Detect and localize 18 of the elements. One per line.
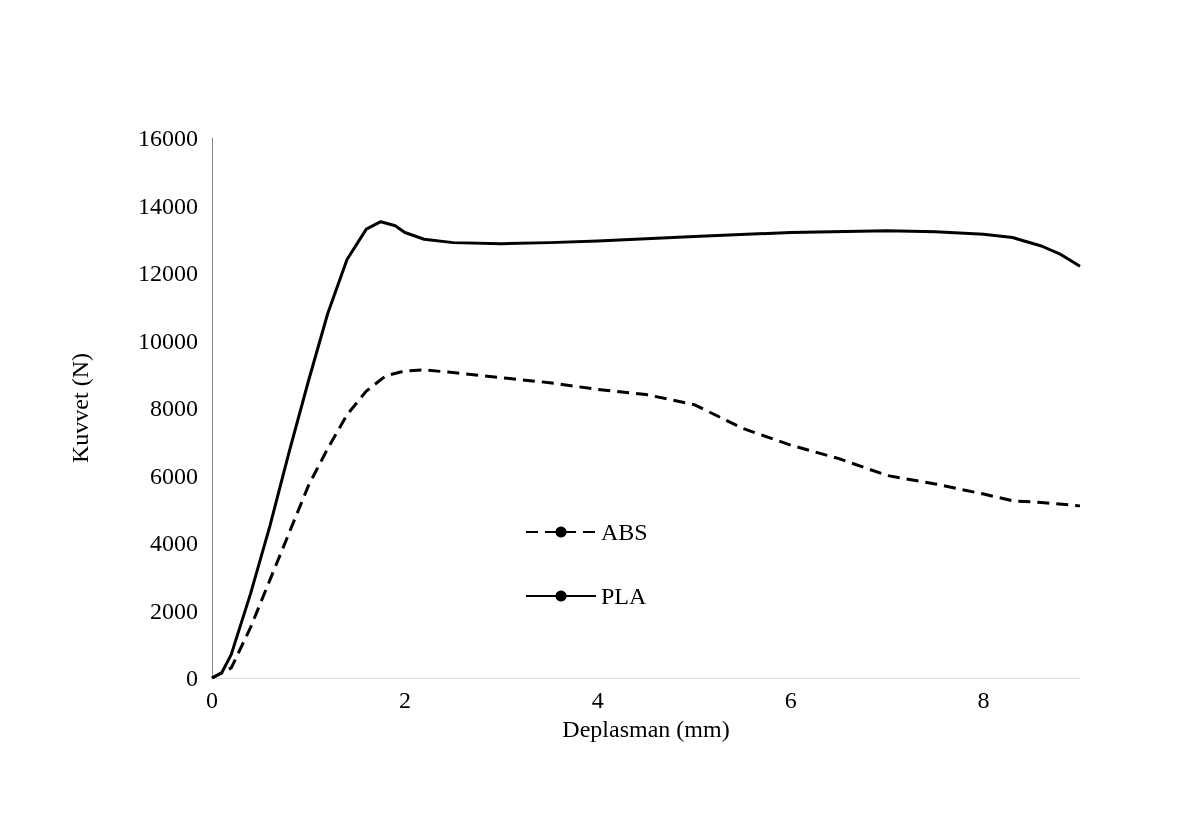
y-tick-label: 2000	[150, 597, 198, 624]
y-tick-label: 10000	[138, 327, 198, 354]
x-tick-label: 4	[591, 687, 604, 713]
x-tick-label: 8	[977, 687, 990, 713]
x-tick-label: 2	[398, 687, 411, 713]
x-tick-label: 0	[206, 687, 218, 713]
y-tick-label: 0	[186, 665, 198, 691]
y-tick-label: 8000	[150, 395, 198, 421]
y-tick-label: 6000	[150, 462, 198, 489]
y-tick-label: 4000	[150, 530, 198, 556]
x-axis-title: Deplasman (mm)	[562, 715, 730, 742]
y-tick-label: 16000	[138, 125, 198, 151]
y-axis-title: Kuvvet (N)	[67, 353, 93, 463]
legend-label: PLA	[601, 583, 648, 609]
y-tick-label: 14000	[138, 192, 198, 219]
y-tick-label: 12000	[138, 260, 198, 286]
x-tick-label: 6	[784, 687, 797, 713]
legend-label: ABS	[601, 519, 648, 545]
